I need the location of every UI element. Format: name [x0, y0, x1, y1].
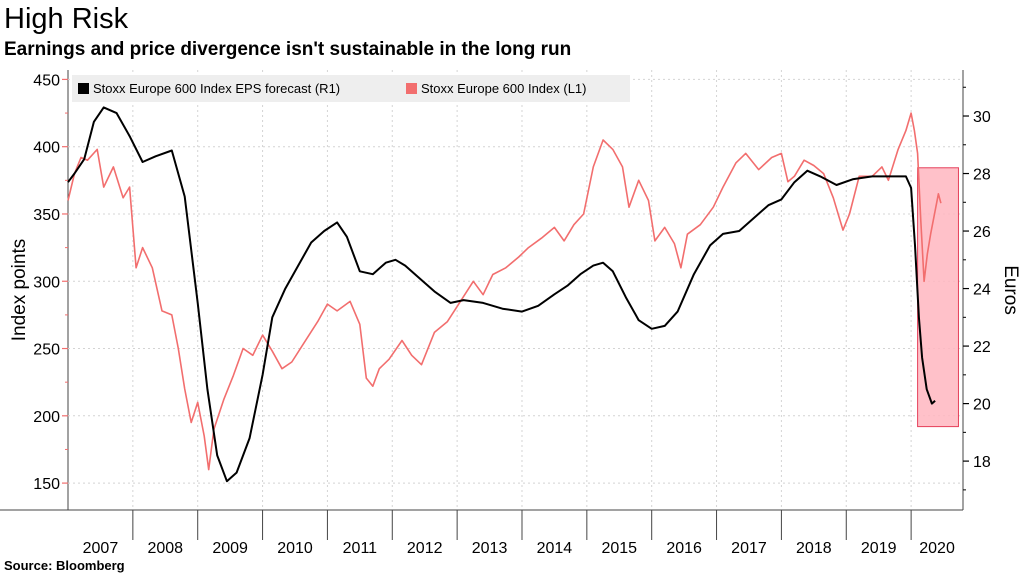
chart-title: High Risk [4, 3, 129, 35]
x-tick-label: 2017 [731, 540, 767, 557]
y-right-tick-label: 30 [973, 109, 991, 126]
legend-swatch-index [406, 83, 417, 94]
x-tick-label: 2011 [343, 540, 378, 557]
series-line-index [67, 112, 942, 471]
y-left-tick-label: 450 [33, 72, 60, 89]
x-axis: 2007 2008 2009 2010 2011 2012 2013 2014 2015 2016… [83, 510, 955, 557]
y-left-tick-label: 400 [33, 140, 60, 157]
x-tick-label: 2007 [83, 540, 119, 557]
x-tick-label: 2015 [601, 540, 637, 557]
y-right-tick-label: 28 [973, 167, 991, 184]
legend-swatch-eps [78, 83, 89, 94]
y-axis-right: 18 20 22 24 26 28 30 [963, 86, 991, 491]
highlight-box [917, 167, 959, 428]
grid [68, 70, 963, 510]
y-axis-left-title: Index points [9, 239, 30, 341]
y-right-tick-label: 20 [973, 397, 991, 414]
y-axis-left: 150 200 250 300 350 400 450 [33, 72, 68, 493]
y-left-tick-label: 200 [33, 409, 60, 426]
series-line-eps [67, 106, 936, 483]
x-tick-label: 2013 [472, 540, 508, 557]
y-right-tick-label: 26 [973, 224, 991, 241]
y-axis-right-title: Euros [1000, 265, 1021, 315]
x-tick-label: 2012 [407, 540, 443, 557]
x-tick-label: 2019 [861, 540, 897, 557]
series-layer [67, 106, 942, 483]
y-right-tick-label: 22 [973, 339, 991, 356]
legend-label-eps: Stoxx Europe 600 Index EPS forecast (R1) [93, 81, 340, 96]
x-tick-label: 2020 [919, 540, 955, 557]
plot-frame [0, 70, 964, 511]
y-left-tick-label: 250 [33, 342, 60, 359]
x-tick-label: 2009 [212, 540, 248, 557]
chart-subtitle: Earnings and price divergence isn't sust… [4, 39, 572, 60]
x-tick-label: 2008 [147, 540, 183, 557]
x-tick-label: 2014 [537, 540, 573, 557]
x-tick-label: 2018 [796, 540, 832, 557]
source-note: Source: Bloomberg [4, 558, 125, 573]
x-tick-label: 2010 [277, 540, 313, 557]
legend-label-index: Stoxx Europe 600 Index (L1) [421, 81, 587, 96]
highlight-layer [917, 167, 959, 428]
x-tick-label: 2016 [666, 540, 702, 557]
y-right-tick-label: 18 [973, 454, 991, 471]
legend: Stoxx Europe 600 Index EPS forecast (R1)… [72, 75, 630, 102]
y-left-tick-label: 300 [33, 274, 60, 291]
y-right-tick-label: 24 [973, 282, 991, 299]
y-left-tick-label: 350 [33, 207, 60, 224]
legend-background [72, 75, 630, 102]
y-left-tick-label: 150 [33, 476, 60, 493]
